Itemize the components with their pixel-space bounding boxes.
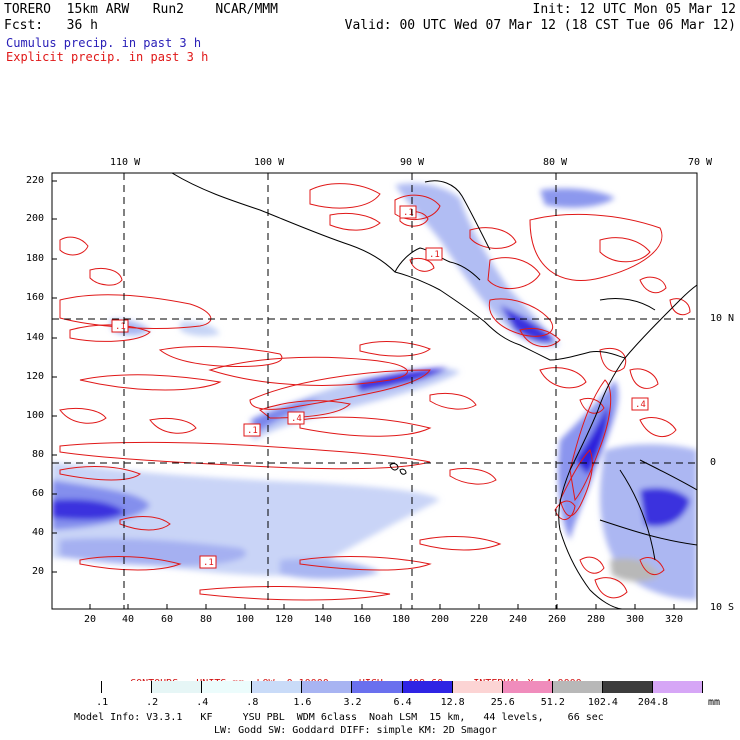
colorbar-label: 51.2 [540,697,565,708]
y-tick-label: 100 [26,410,45,421]
lon-label-110w: 110 W [110,157,141,168]
y-tick-label: 80 [32,449,45,460]
x-tick-label: 80 [200,614,213,625]
y-tick-label: 220 [26,175,45,186]
explicit-legend: Explicit precip. in past 3 h [6,50,209,64]
x-tick-label: 280 [587,614,606,625]
colorbar-cell [202,681,253,693]
colorbar-label: 102.4 [587,697,618,708]
contour-label: .1 [247,426,258,436]
colorbar-label: 204.8 [637,697,669,708]
colorbar-label: 25.6 [490,697,515,708]
init-time: Init: 12 UTC Mon 05 Mar 12 [532,2,737,17]
colorbar-cell [102,681,153,693]
x-tick-label: 100 [236,614,255,625]
x-tick-label: 220 [470,614,489,625]
colorbar-cell [252,681,303,693]
colorbar-label: .4 [196,697,209,708]
physics-info: LW: Godd SW: Goddard DIFF: simple KM: 2D… [214,725,497,736]
colorbar-label: .2 [146,697,159,708]
colorbar-cell [52,681,103,693]
lat-lon-grid [52,173,697,609]
colorbar-label: 12.8 [440,697,465,708]
x-tick-label: 260 [548,614,567,625]
y-tick-label: 120 [26,371,45,382]
cumulus-precip-shading [52,183,697,600]
model-info: Model Info: V3.3.1 KF YSU PBL WDM 6class… [74,712,604,723]
x-tick-label: 140 [314,614,333,625]
lat-label-0: 0 [710,457,717,468]
lon-label-70w: 70 W [688,157,713,168]
colorbar-cell [352,681,403,693]
y-tick-label: 140 [26,332,45,343]
colorbar-cell [502,681,553,693]
colorbar-cell [402,681,453,693]
colorbar-label: 1.6 [293,697,312,708]
contour-label: .1 [429,250,440,260]
model-title: TORERO 15km ARW Run2 NCAR/MMM [4,2,278,17]
cumulus-legend: Cumulus precip. in past 3 h [6,36,202,50]
x-tick-label: 300 [626,614,645,625]
colorbar-cell [652,681,703,693]
y-tick-label: 160 [26,292,45,303]
x-tick-label: 180 [392,614,411,625]
explicit-precip-contours [59,183,691,601]
colorbar-label: 3.2 [343,697,362,708]
forecast-hour: Fcst: 36 h [4,18,98,33]
contour-label: .4 [291,414,302,424]
contour-label: .1 [203,558,214,568]
y-tick-label: 180 [26,253,45,264]
colorbar-label: .8 [246,697,259,708]
x-tick-label: 60 [161,614,174,625]
colorbar-cell [602,681,653,693]
x-tick-label: 200 [431,614,450,625]
colorbar-cell [152,681,203,693]
colorbar-label: 6.4 [393,697,412,708]
colorbar-cell [452,681,503,693]
y-tick-label: 40 [32,527,45,538]
contour-label: .1 [115,322,126,332]
frame-ticks [52,180,675,609]
lon-label-90w: 90 W [400,157,425,168]
contour-label: .1 [403,208,414,218]
lon-label-100w: 100 W [254,157,285,168]
y-tick-label: 20 [32,566,45,577]
colorbar-label: .1 [96,697,109,708]
colorbar-unit: mm [708,697,721,708]
colorbar-cell [552,681,603,693]
lat-label-10s: 10 S [710,602,735,613]
x-tick-label: 320 [665,614,684,625]
lat-label-10n: 10 N [710,313,735,324]
y-tick-label: 200 [26,213,45,224]
x-tick-label: 160 [353,614,372,625]
contour-label: .4 [635,400,646,410]
lon-label-80w: 80 W [543,157,568,168]
colorbar-cell [302,681,353,693]
x-tick-label: 120 [275,614,294,625]
x-tick-label: 20 [84,614,97,625]
y-tick-label: 60 [32,488,45,499]
map-frame [51,172,698,610]
valid-time: Valid: 00 UTC Wed 07 Mar 12 (18 CST Tue … [344,18,736,33]
x-tick-label: 240 [509,614,528,625]
x-tick-label: 40 [122,614,135,625]
